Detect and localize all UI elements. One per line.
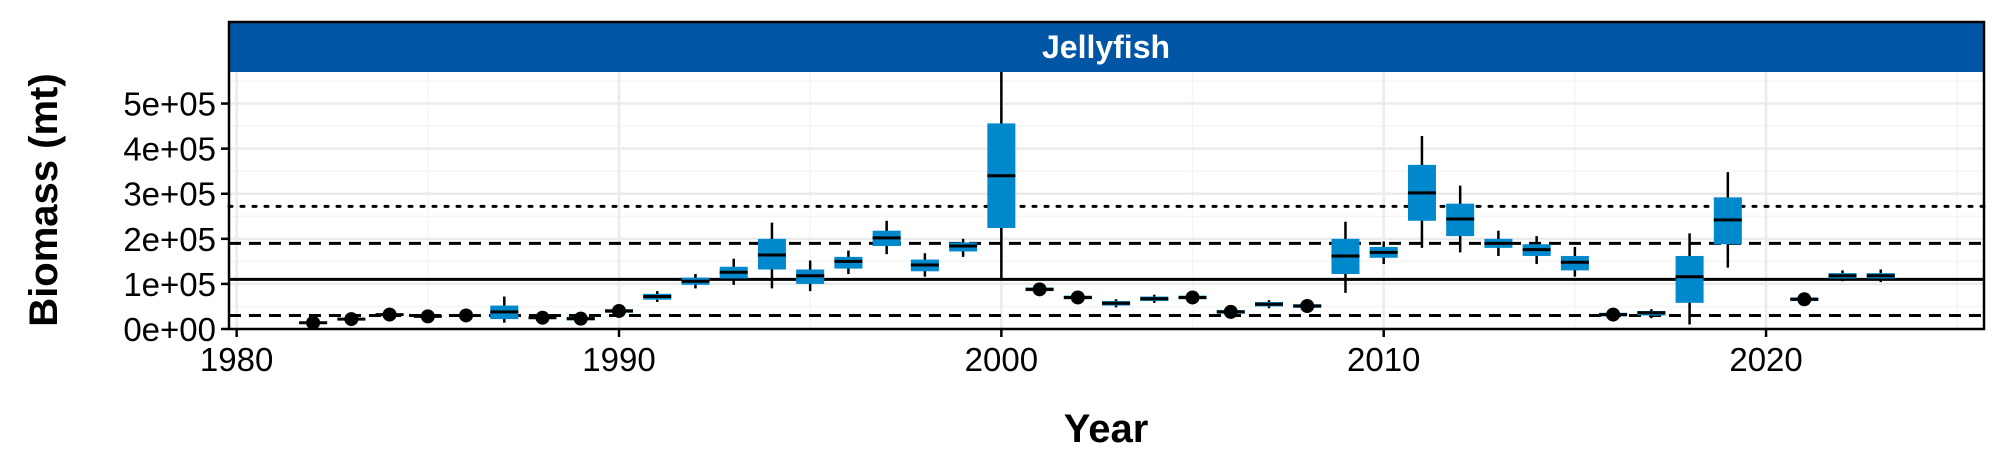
boxplot-2023 xyxy=(1866,269,1895,283)
outlier-point xyxy=(382,307,397,322)
outlier-point xyxy=(1032,282,1047,297)
boxplot-2011 xyxy=(1407,136,1436,248)
boxplot-1999 xyxy=(949,238,978,257)
x-tick-label: 2000 xyxy=(965,341,1038,378)
boxplot-1983 xyxy=(337,312,366,327)
boxplot-1985 xyxy=(413,309,442,324)
outlier-point xyxy=(459,308,474,323)
outlier-point xyxy=(573,311,588,326)
boxplot-2013 xyxy=(1484,230,1513,256)
strip-header xyxy=(229,22,1984,72)
boxplot-2019 xyxy=(1713,172,1742,268)
boxplot-2002 xyxy=(1063,290,1092,305)
boxplot-2005 xyxy=(1178,290,1207,305)
boxplot-2009 xyxy=(1331,221,1360,293)
y-tick-label: 1e+05 xyxy=(123,266,216,303)
boxplots xyxy=(299,72,1895,330)
outlier-point xyxy=(344,312,359,327)
outlier-point xyxy=(535,310,550,325)
boxplot-1989 xyxy=(566,311,595,326)
x-tick-label: 2020 xyxy=(1729,341,1802,378)
plot-border xyxy=(227,20,1986,331)
x-axis-title: Year xyxy=(1064,407,1149,451)
boxplot-2021 xyxy=(1790,292,1819,307)
x-tick-label: 1980 xyxy=(200,341,273,378)
boxplot-1996 xyxy=(834,250,863,274)
y-tick-label: 4e+05 xyxy=(123,131,216,168)
boxplot-2006 xyxy=(1216,304,1245,319)
boxplot-2000 xyxy=(987,72,1016,280)
boxplot-2010 xyxy=(1369,241,1398,265)
boxplot-2003 xyxy=(1102,299,1131,308)
outlier-point xyxy=(1797,292,1812,307)
boxplot-1993 xyxy=(719,258,748,285)
box xyxy=(1675,255,1704,303)
boxplot-2015 xyxy=(1560,246,1589,277)
outlier-point xyxy=(612,303,626,318)
boxplot-2017 xyxy=(1637,309,1666,319)
boxplot-2008 xyxy=(1293,299,1322,314)
boxplot-2004 xyxy=(1140,294,1169,303)
outlier-point xyxy=(1606,307,1621,322)
x-tick-label: 2010 xyxy=(1347,341,1420,378)
boxplot-1982 xyxy=(299,315,328,330)
outlier-point xyxy=(1070,290,1085,305)
boxplot-2018 xyxy=(1675,233,1704,325)
axes: 1980 1990 2000 2010 2020 0e+00 1e+05 2e+05 3e+05… xyxy=(123,86,1802,378)
boxplot-2016 xyxy=(1599,307,1628,322)
boxplot-1984 xyxy=(375,307,404,322)
y-tick-label: 3e+05 xyxy=(123,176,216,213)
boxplot-1986 xyxy=(452,308,481,323)
outlier-point xyxy=(1185,290,1200,305)
boxplot-1988 xyxy=(528,310,557,325)
outlier-point xyxy=(420,309,435,324)
boxplot-1995 xyxy=(796,260,825,292)
boxplot-1992 xyxy=(681,273,710,289)
outlier-point xyxy=(1223,304,1238,319)
y-tick-label: 5e+05 xyxy=(123,86,216,123)
boxplot-1990 xyxy=(605,303,633,318)
boxplot-2012 xyxy=(1446,185,1475,253)
panel-title: Jellyfish xyxy=(1042,29,1170,65)
x-tick-label: 1990 xyxy=(582,341,655,378)
y-tick-label: 2e+05 xyxy=(123,221,216,258)
boxplot-1987 xyxy=(490,296,519,323)
boxplot-1998 xyxy=(910,253,939,277)
outlier-point xyxy=(1300,299,1315,314)
boxplot-2007 xyxy=(1255,300,1283,309)
y-tick-label: 0e+00 xyxy=(123,311,216,348)
boxplot-2014 xyxy=(1522,236,1551,265)
boxplot-1991 xyxy=(643,291,672,302)
boxplot-2001 xyxy=(1025,282,1054,297)
boxplot-2022 xyxy=(1828,270,1857,282)
boxplot-1994 xyxy=(757,222,786,289)
y-axis-title: Biomass (mt) xyxy=(22,73,66,326)
outlier-point xyxy=(306,315,321,330)
boxplot-1997 xyxy=(872,220,901,255)
